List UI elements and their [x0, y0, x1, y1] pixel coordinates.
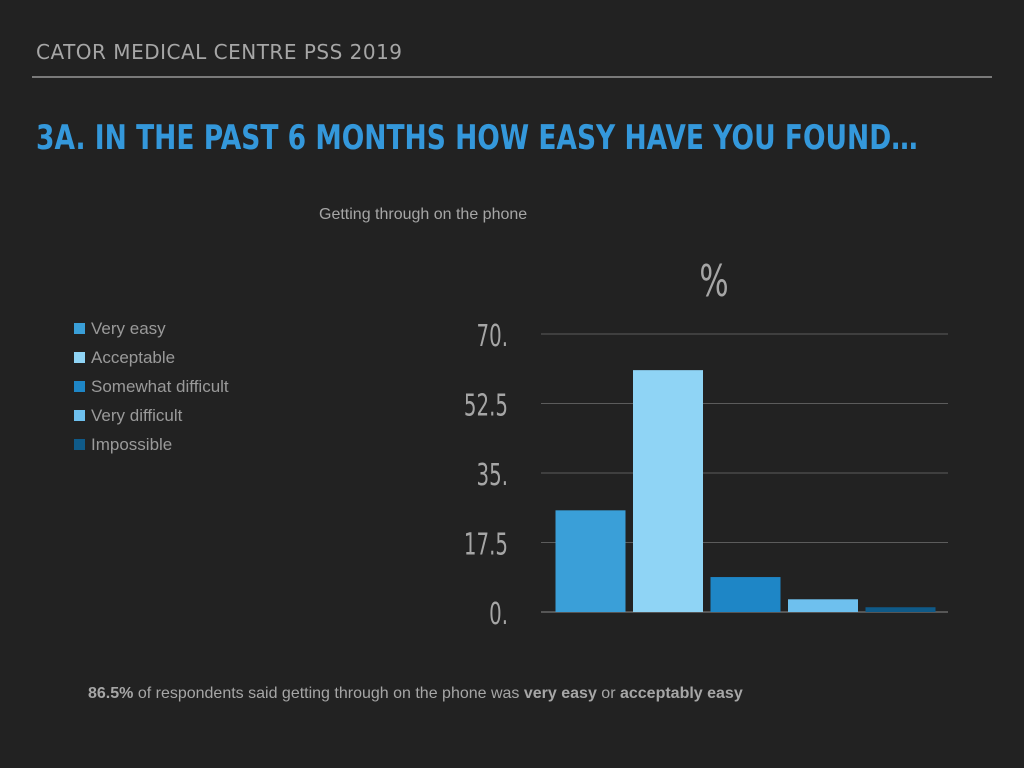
bar-very-difficult: [788, 599, 858, 612]
legend-label: Somewhat difficult: [91, 376, 229, 396]
legend-item: Acceptable: [74, 343, 229, 372]
header-divider: [32, 76, 992, 78]
bar-somewhat-difficult: [710, 577, 781, 612]
legend-item: Very easy: [74, 314, 229, 343]
legend-label: Acceptable: [91, 347, 176, 367]
bar-acceptable: [633, 370, 703, 612]
bar-very-easy: [555, 510, 626, 612]
legend-label: Impossible: [91, 434, 173, 454]
bar-impossible: [865, 607, 936, 612]
chart-legend: Very easy Acceptable Somewhat difficult …: [74, 314, 229, 459]
legend-swatch: [74, 439, 85, 450]
footnote-text-or: or: [596, 685, 620, 702]
y-tick-label: 17.5: [464, 526, 508, 561]
legend-swatch: [74, 323, 85, 334]
legend-label: Very easy: [91, 318, 166, 338]
footnote-emphasis-very-easy: very easy: [523, 685, 597, 702]
footnote-emphasis-acceptably-easy: acceptably easy: [619, 685, 743, 702]
slide-title: 3A. IN THE PAST 6 MONTHS HOW EASY HAVE Y…: [36, 118, 918, 158]
y-axis-unit-label: %: [699, 255, 728, 306]
legend-swatch: [74, 410, 85, 421]
y-tick-label: 70.: [477, 318, 508, 353]
legend-swatch: [74, 352, 85, 363]
y-tick-label: 52.5: [464, 387, 508, 422]
y-tick-label: 0.: [489, 596, 508, 631]
legend-swatch: [74, 381, 85, 392]
legend-item: Very difficult: [74, 401, 229, 430]
legend-item: Somewhat difficult: [74, 372, 229, 401]
chart-subtitle: Getting through on the phone: [319, 206, 528, 223]
footnote: 86.5% of respondents said getting throug…: [88, 685, 743, 703]
legend-item: Impossible: [74, 430, 229, 459]
header-title: CATOR MEDICAL CENTRE PSS 2019: [36, 40, 403, 64]
legend-label: Very difficult: [91, 405, 183, 425]
footnote-percent: 86.5%: [88, 685, 134, 702]
y-tick-label: 35.: [477, 457, 508, 492]
footnote-text: of respondents said getting through on t…: [133, 685, 524, 702]
